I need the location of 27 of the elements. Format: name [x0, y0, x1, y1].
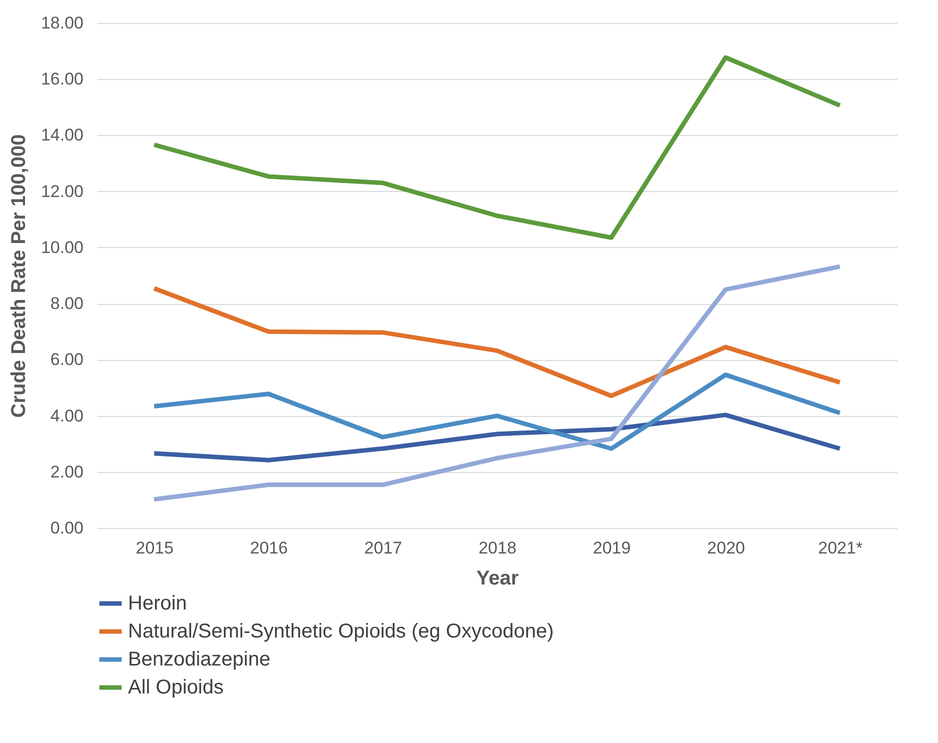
y-tick-label: 0.00 — [50, 518, 84, 538]
x-tick-label: 2015 — [136, 538, 174, 558]
x-tick-label: 2018 — [478, 538, 516, 558]
legend-label: Benzodiazepine — [128, 648, 270, 670]
y-tick-label: 10.00 — [40, 238, 84, 257]
x-tick-label: 2016 — [250, 538, 288, 558]
line-series — [152, 264, 842, 502]
x-tick-label: 2019 — [592, 538, 631, 558]
x-axis-title: Year — [476, 568, 519, 590]
x-tick-label: 2021* — [818, 538, 863, 558]
line-series — [152, 372, 842, 451]
legend-label: All Opioids — [128, 676, 224, 698]
line-series — [152, 286, 842, 398]
y-tick-label: 8.00 — [50, 294, 84, 314]
x-tick-label: 2020 — [707, 538, 745, 558]
x-tick-label: 2017 — [364, 538, 402, 558]
legend-label: Natural/Semi-Synthetic Opioids (eg Oxycodone) — [128, 620, 554, 642]
y-tick-label: 2.00 — [50, 462, 84, 482]
line-series — [152, 55, 842, 240]
y-tick-label: 16.00 — [40, 70, 84, 89]
y-tick-label: 12.00 — [40, 182, 84, 201]
y-tick-label: 18.00 — [40, 14, 84, 32]
y-tick-label: 14.00 — [40, 126, 84, 145]
y-tick-label: 6.00 — [50, 350, 84, 370]
y-axis-title: Crude Death Rate Per 100,000 — [8, 134, 30, 418]
y-tick-label: 4.00 — [50, 406, 84, 426]
legend-label: Heroin — [128, 592, 187, 614]
